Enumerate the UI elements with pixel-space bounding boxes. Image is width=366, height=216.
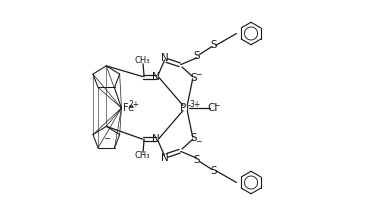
Text: −: − — [195, 70, 201, 79]
Text: −: − — [195, 137, 201, 146]
Text: N: N — [161, 153, 168, 163]
Text: S: S — [210, 40, 217, 50]
Text: N: N — [152, 72, 160, 82]
Text: N: N — [161, 53, 168, 63]
Text: CH₃: CH₃ — [134, 56, 150, 65]
Text: CH₃: CH₃ — [134, 151, 150, 160]
Text: Fe: Fe — [123, 103, 134, 113]
Text: Pr: Pr — [180, 103, 190, 113]
Text: Cl: Cl — [207, 103, 217, 113]
Text: −: − — [213, 101, 220, 110]
Text: 2+: 2+ — [128, 100, 140, 109]
Text: −: − — [103, 134, 110, 143]
Text: S: S — [194, 155, 200, 165]
Text: 3+: 3+ — [190, 100, 201, 110]
Text: S: S — [210, 166, 217, 176]
Text: S: S — [194, 51, 200, 61]
Text: S: S — [190, 73, 197, 83]
Text: N: N — [152, 134, 160, 144]
Text: S: S — [190, 133, 197, 143]
